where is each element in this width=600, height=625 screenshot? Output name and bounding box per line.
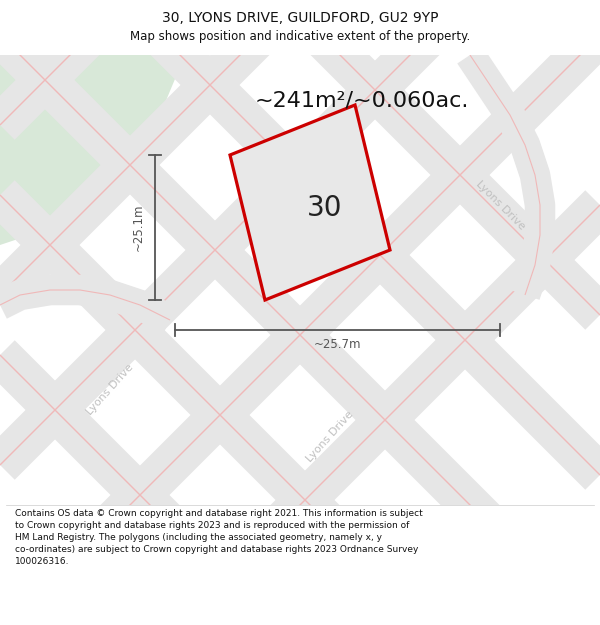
Text: 30: 30 — [307, 194, 343, 221]
Text: Contains OS data © Crown copyright and database right 2021. This information is : Contains OS data © Crown copyright and d… — [15, 509, 423, 566]
Text: ~25.7m: ~25.7m — [314, 338, 361, 351]
Polygon shape — [0, 55, 185, 245]
Polygon shape — [230, 105, 390, 300]
Text: 30, LYONS DRIVE, GUILDFORD, GU2 9YP: 30, LYONS DRIVE, GUILDFORD, GU2 9YP — [162, 11, 438, 25]
Text: Map shows position and indicative extent of the property.: Map shows position and indicative extent… — [130, 30, 470, 43]
Text: Lyons Drive: Lyons Drive — [473, 179, 526, 231]
Text: Lyons Drive: Lyons Drive — [305, 409, 355, 464]
Text: ~25.1m: ~25.1m — [132, 204, 145, 251]
Text: Lyons Drive: Lyons Drive — [85, 362, 136, 418]
Text: ~241m²/~0.060ac.: ~241m²/~0.060ac. — [255, 90, 469, 110]
